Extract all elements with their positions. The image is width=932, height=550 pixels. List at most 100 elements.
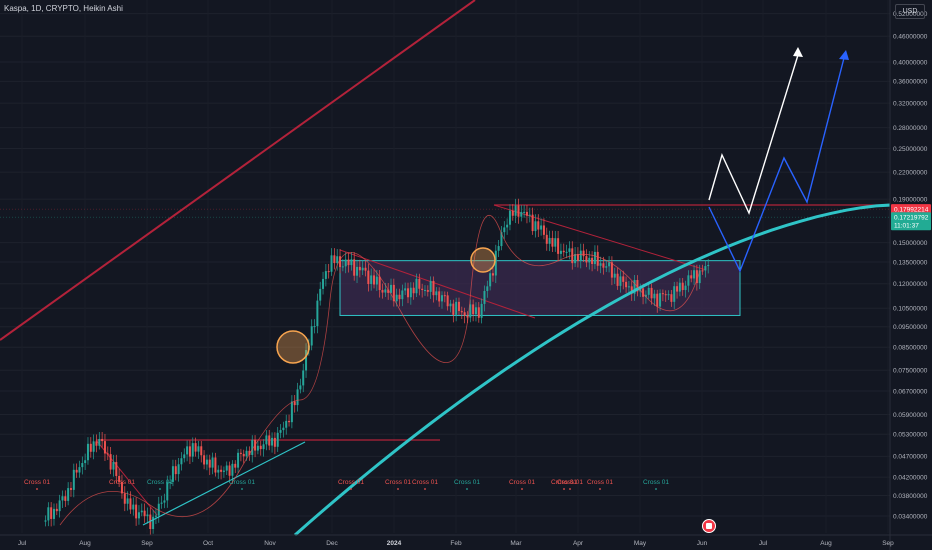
candle-body xyxy=(211,457,214,468)
candle-body xyxy=(339,256,342,268)
candle-body xyxy=(407,288,410,298)
candle-body xyxy=(489,273,492,287)
price-tag xyxy=(891,220,931,231)
candle-body xyxy=(347,259,350,266)
candle-body xyxy=(687,275,690,286)
candle-body xyxy=(511,210,514,216)
y-tick-label: 0.10500000 xyxy=(893,306,928,313)
candle-body xyxy=(55,508,58,512)
flag-icon[interactable] xyxy=(702,519,716,533)
x-tick-label: Jul xyxy=(18,540,27,547)
candle-body xyxy=(500,232,503,247)
candle-body xyxy=(251,439,254,455)
candle-body xyxy=(75,469,78,473)
candle-body xyxy=(72,469,75,490)
candle-body xyxy=(656,293,659,307)
candle-body xyxy=(296,389,299,406)
x-tick-label: Feb xyxy=(450,540,462,547)
x-tick-label: Sep xyxy=(882,540,894,547)
candle-body xyxy=(508,210,511,225)
x-tick-label: Jun xyxy=(697,540,708,547)
candle-body xyxy=(256,445,259,451)
x-tick-label: Sep xyxy=(141,540,153,547)
y-tick-label: 0.12000000 xyxy=(893,281,928,288)
cross-marker-label: Cross 01 xyxy=(338,479,364,486)
candle-body xyxy=(129,498,132,510)
candle-body xyxy=(86,443,89,461)
candle-body xyxy=(395,294,398,302)
x-tick-label: Nov xyxy=(264,540,276,547)
y-tick-label: 0.04200000 xyxy=(893,474,928,481)
candle-body xyxy=(503,227,506,233)
candle-body xyxy=(208,459,211,468)
candle-body xyxy=(44,520,47,522)
candle-body xyxy=(545,234,548,244)
y-tick-label: 0.07500000 xyxy=(893,368,928,375)
candle-body xyxy=(375,276,378,285)
candle-body xyxy=(449,303,452,307)
price-tag-label: 0.17992214 xyxy=(894,206,929,213)
candle-body xyxy=(698,270,701,284)
candle-body xyxy=(423,289,426,291)
candle-body xyxy=(474,307,477,315)
candle-body xyxy=(228,465,231,476)
candle-body xyxy=(528,214,531,216)
candle-body xyxy=(341,266,344,268)
candle-body xyxy=(630,286,633,294)
candle-body xyxy=(361,267,364,271)
price-axis-panel[interactable] xyxy=(890,0,932,550)
symbol-legend: Kaspa, 1D, CRYPTO, Heikin Ashi xyxy=(4,4,123,13)
candle-body xyxy=(537,221,540,230)
currency-badge[interactable]: USD xyxy=(895,4,925,19)
candle-body xyxy=(305,349,308,371)
candle-body xyxy=(421,288,424,291)
cross-marker-label: Cross 01 xyxy=(587,479,613,486)
candle-body xyxy=(293,401,296,406)
y-tick-label: 0.28000000 xyxy=(893,125,928,132)
candle-body xyxy=(551,237,554,247)
x-tick-label: Aug xyxy=(79,540,91,547)
cross-marker-label: Cross 01 xyxy=(24,479,50,486)
cross-marker-dot xyxy=(569,488,571,490)
candle-body xyxy=(214,457,217,473)
candle-body xyxy=(344,259,347,267)
highlight-circle xyxy=(470,247,496,273)
candle-body xyxy=(446,295,449,307)
candle-body xyxy=(135,504,138,519)
candle-body xyxy=(438,291,441,302)
candle-body xyxy=(432,280,435,296)
candle-body xyxy=(619,276,622,286)
candle-body xyxy=(616,273,619,286)
candle-body xyxy=(477,307,480,318)
cross-marker-dot xyxy=(655,488,657,490)
candle-body xyxy=(542,225,545,235)
candle-body xyxy=(483,290,486,304)
candle-body xyxy=(659,293,662,307)
candle-body xyxy=(443,295,446,297)
candle-body xyxy=(568,248,571,252)
candle-body xyxy=(205,459,208,465)
candle-body xyxy=(146,514,149,517)
candle-body xyxy=(491,273,494,276)
candle-body xyxy=(171,466,174,482)
candle-body xyxy=(302,370,305,386)
candle-body xyxy=(112,461,115,470)
candle-body xyxy=(262,444,265,450)
candle-body xyxy=(217,469,220,473)
candle-body xyxy=(259,445,262,450)
cross-marker-label: Cross 01 xyxy=(147,479,173,486)
candle-body xyxy=(92,441,95,452)
candle-body xyxy=(435,291,438,296)
y-tick-label: 0.19000000 xyxy=(893,196,928,203)
candle-body xyxy=(653,293,656,299)
wedge-line-2 xyxy=(339,249,536,319)
cross-marker-label: Cross 01 xyxy=(385,479,411,486)
cross-marker-dot xyxy=(121,488,123,490)
y-tick-label: 0.13500000 xyxy=(893,259,928,266)
highlight-circle xyxy=(276,330,310,364)
candle-body xyxy=(559,250,562,254)
candle-body xyxy=(678,282,681,292)
cross-marker-dot xyxy=(36,488,38,490)
